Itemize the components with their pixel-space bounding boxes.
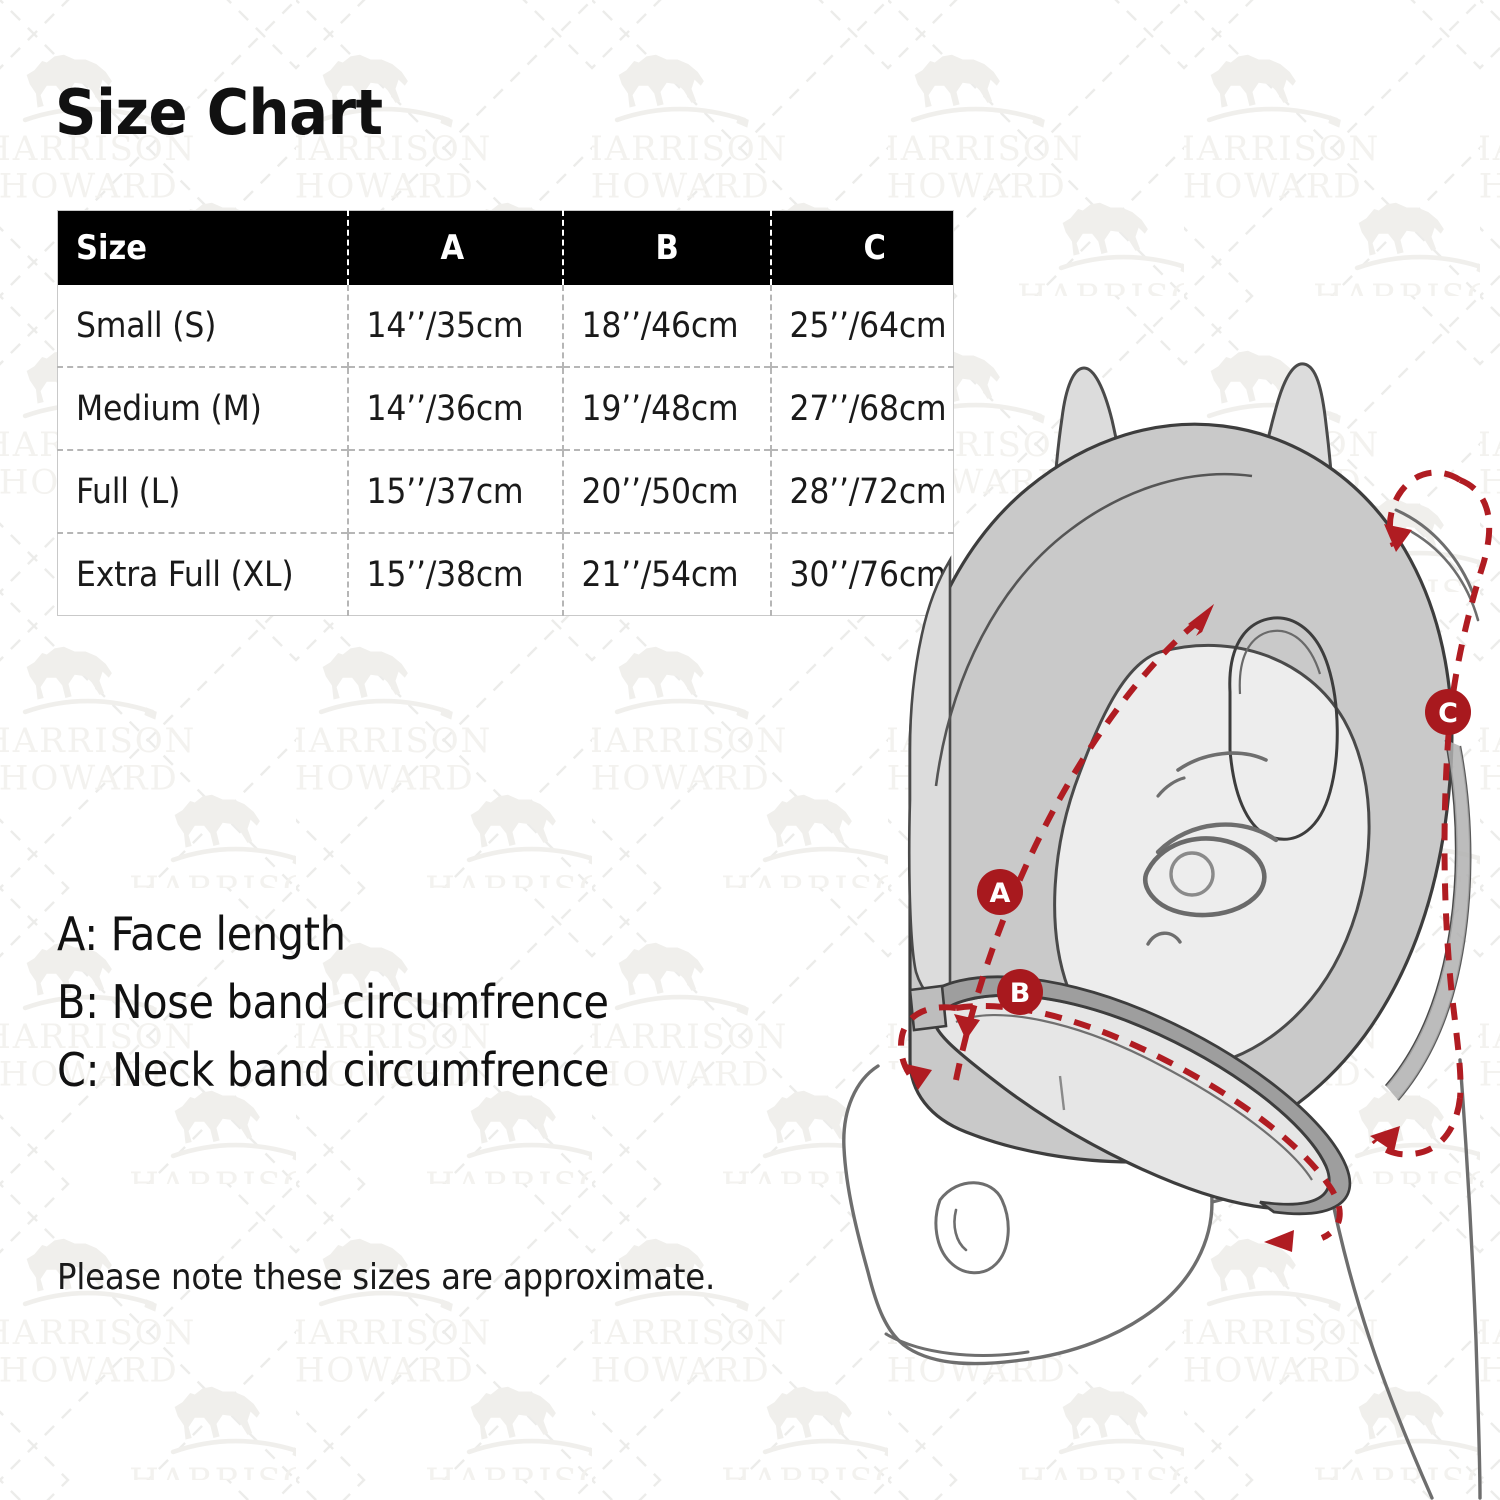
marker-badge-c: C (1425, 689, 1471, 735)
cell-size: Medium (M) (57, 366, 348, 450)
legend-item-a: A: Face length (57, 907, 346, 961)
column-header-a: A (346, 210, 563, 285)
cell-b: 18’’/46cm (561, 285, 771, 367)
cell-a: 14’’/36cm (346, 366, 563, 450)
mask-front-panel (907, 555, 952, 1012)
column-header-b: B (561, 210, 771, 285)
cell-size: Small (S) (76, 305, 217, 346)
marker-label-c: C (1438, 698, 1458, 729)
horse-fly-mask-illustration: A B C (760, 180, 1500, 1500)
cell-size: Extra Full (XL) (57, 532, 348, 616)
cell-a: 15’’/38cm (346, 532, 563, 616)
cell-a: 14’’/35cm (346, 285, 563, 367)
marker-label-b: B (1010, 978, 1031, 1009)
legend-item-b: B: Nose band circumfrence (57, 975, 609, 1029)
column-header-size: Size (57, 210, 348, 285)
marker-label-a: A (990, 878, 1011, 909)
column-header-a-label: A (440, 228, 465, 268)
marker-badge-b: B (997, 969, 1043, 1015)
legend-item-c: C: Neck band circumfrence (57, 1043, 610, 1097)
cell-b: 21’’/54cm (561, 532, 771, 616)
cell-b: 20’’/50cm (561, 449, 771, 533)
page-title: Size Chart (55, 76, 383, 149)
approximate-size-note: Please note these sizes are approximate. (57, 1257, 716, 1298)
cell-size: Full (L) (57, 449, 348, 533)
cell-b: 19’’/48cm (561, 366, 771, 450)
marker-badge-a: A (977, 869, 1023, 915)
cell-a: 15’’/37cm (346, 449, 563, 533)
column-header-b-label: B (655, 228, 679, 268)
measurement-legend: A: Face length B: Nose band circumfrence… (57, 900, 609, 1104)
